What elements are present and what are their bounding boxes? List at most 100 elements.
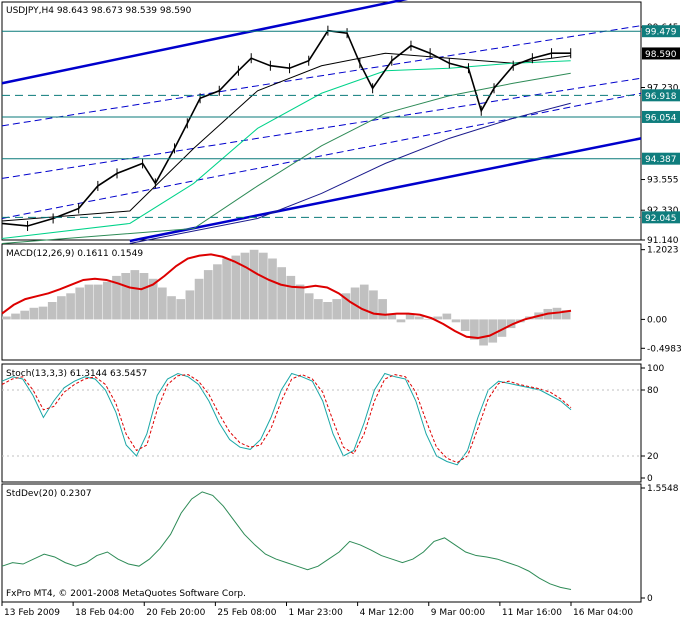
macd-histogram-bar bbox=[2, 316, 11, 320]
macd-histogram-bar bbox=[277, 267, 286, 320]
macd-histogram-bar bbox=[84, 284, 94, 320]
stoch-tick-label: 80 bbox=[647, 386, 659, 396]
time-tick-label: 4 Mar 12:00 bbox=[360, 608, 415, 618]
level-price-label: 99.479 bbox=[645, 28, 677, 38]
macd-histogram-bar bbox=[396, 319, 406, 323]
macd-histogram-bar bbox=[442, 313, 452, 320]
macd-histogram-bar bbox=[29, 307, 39, 320]
stoch-tick-label: 100 bbox=[647, 364, 664, 374]
stddev-title: StdDev(20) 0.2307 bbox=[6, 489, 92, 499]
stddev-axis: 1.5548 0 bbox=[641, 484, 679, 604]
main-price-plot bbox=[1, 0, 642, 245]
macd-histogram-bar bbox=[112, 275, 121, 320]
level-price-tag bbox=[642, 152, 680, 165]
macd-histogram-bar bbox=[561, 310, 571, 320]
macd-histogram-bar bbox=[497, 319, 507, 337]
time-axis: 13 Feb 2009 18 Feb 04:00 20 Feb 20:00 25 Fe… bbox=[1, 602, 633, 618]
stoch-tick-label: 20 bbox=[647, 452, 659, 462]
level-price-tag bbox=[642, 110, 680, 123]
stoch-panel-frame bbox=[1, 363, 642, 483]
last-price-label: 98.590 bbox=[645, 50, 677, 60]
macd-histogram-bar bbox=[314, 299, 323, 320]
time-tick-label: 1 Mar 23:00 bbox=[289, 608, 344, 618]
macd-histogram-bar bbox=[185, 290, 195, 320]
time-tick-label: 20 Feb 20:00 bbox=[146, 608, 205, 618]
trend-line bbox=[1, 92, 642, 219]
time-tick-label: 16 Mar 04:00 bbox=[573, 608, 633, 618]
macd-histogram-bar bbox=[488, 319, 498, 343]
macd-histogram-bar bbox=[38, 306, 48, 320]
stoch-line bbox=[1, 372, 572, 466]
level-price-tag bbox=[642, 211, 680, 224]
time-tick-label: 11 Mar 16:00 bbox=[502, 608, 562, 618]
stddev-tick-label: 1.5548 bbox=[647, 484, 679, 494]
macd-histogram-bar bbox=[387, 313, 397, 320]
macd-tick-label: 0.00 bbox=[647, 315, 667, 325]
time-tick-label: 9 Mar 00:00 bbox=[431, 608, 486, 618]
stoch-line bbox=[1, 374, 572, 464]
stoch-tick-label: 0 bbox=[647, 474, 653, 484]
macd-histogram-bar bbox=[167, 296, 176, 320]
macd-histogram-bar bbox=[20, 310, 30, 320]
macd-histogram-bar bbox=[75, 287, 85, 320]
macd-histogram-bar bbox=[57, 296, 66, 320]
macd-histogram-bar bbox=[332, 299, 342, 320]
trend-line bbox=[1, 77, 642, 179]
macd-histogram-bar bbox=[222, 258, 231, 320]
macd-histogram-bar bbox=[341, 293, 351, 320]
price-series-line bbox=[1, 29, 571, 227]
stoch-plot bbox=[1, 372, 572, 466]
macd-axis: 1.2023 0.00 -0.4983 bbox=[641, 246, 681, 354]
level-price-label: 92.045 bbox=[645, 214, 677, 224]
macd-histogram-bar bbox=[359, 284, 369, 320]
macd-plot bbox=[1, 249, 572, 346]
stoch-axis: 100 80 20 0 bbox=[2, 364, 664, 484]
macd-histogram-bar bbox=[295, 284, 305, 320]
main-panel-frame bbox=[1, 1, 642, 241]
last-price-tag bbox=[642, 47, 680, 60]
price-tick-label: 97.230 bbox=[647, 84, 679, 94]
panel-frames bbox=[1, 1, 642, 603]
macd-histogram-bar bbox=[194, 278, 204, 320]
time-tick-label: 25 Feb 08:00 bbox=[217, 608, 276, 618]
time-tick-label: 13 Feb 2009 bbox=[4, 608, 60, 618]
macd-histogram-bar bbox=[176, 299, 186, 320]
macd-histogram-bar bbox=[102, 281, 112, 320]
macd-panel-frame bbox=[1, 243, 642, 361]
horizontal-levels: 99.479 96.918 96.054 94.387 92.045 98.590 bbox=[2, 25, 680, 224]
macd-histogram-bar bbox=[405, 313, 415, 320]
macd-tick-label: 1.2023 bbox=[647, 246, 679, 256]
macd-histogram-bar bbox=[240, 252, 250, 320]
stddev-panel-frame bbox=[1, 483, 642, 603]
stddev-plot bbox=[1, 491, 572, 591]
moving-average-line bbox=[1, 72, 571, 245]
macd-histogram-bar bbox=[203, 270, 213, 320]
moving-average-line bbox=[129, 102, 571, 244]
macd-histogram-bar bbox=[148, 278, 158, 320]
macd-histogram-bar bbox=[213, 264, 222, 320]
level-price-label: 94.387 bbox=[645, 155, 677, 165]
macd-histogram-bar bbox=[231, 255, 241, 320]
stddev-line bbox=[1, 491, 572, 591]
macd-histogram-bar bbox=[414, 316, 424, 320]
macd-histogram-bar bbox=[93, 284, 103, 320]
macd-histogram-bar bbox=[378, 299, 387, 320]
level-price-label: 96.918 bbox=[645, 92, 677, 102]
macd-histogram-bar bbox=[424, 319, 433, 320]
macd-histogram-bar bbox=[479, 319, 488, 346]
macd-histogram-bar bbox=[506, 319, 516, 329]
price-tick-label: 92.330 bbox=[647, 206, 679, 216]
macd-histogram-bar bbox=[470, 319, 479, 340]
macd-title: MACD(12,26,9) 0.1611 0.1549 bbox=[6, 249, 143, 259]
macd-histogram-bar bbox=[304, 293, 314, 320]
macd-signal-line bbox=[1, 253, 572, 339]
macd-histogram-bar bbox=[350, 287, 360, 320]
main-chart-title: USDJPY,H4 98.643 98.673 98.539 98.590 bbox=[6, 6, 192, 16]
macd-histogram-bar bbox=[460, 319, 470, 331]
moving-average-line bbox=[1, 60, 571, 239]
price-tick-label: 93.555 bbox=[647, 176, 679, 186]
macd-histogram-bar bbox=[451, 319, 461, 323]
level-price-label: 96.054 bbox=[645, 113, 677, 123]
macd-histogram-bar bbox=[47, 302, 57, 320]
